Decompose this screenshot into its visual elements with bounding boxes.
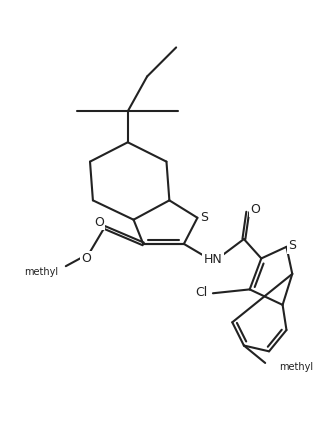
Text: methyl: methyl <box>24 267 58 277</box>
Text: O: O <box>251 203 260 216</box>
Text: O: O <box>94 216 104 229</box>
Text: S: S <box>288 239 296 252</box>
Text: S: S <box>200 211 208 224</box>
Text: Cl: Cl <box>195 286 207 299</box>
Text: methyl: methyl <box>279 362 313 372</box>
Text: O: O <box>81 252 91 265</box>
Text: HN: HN <box>204 253 222 266</box>
